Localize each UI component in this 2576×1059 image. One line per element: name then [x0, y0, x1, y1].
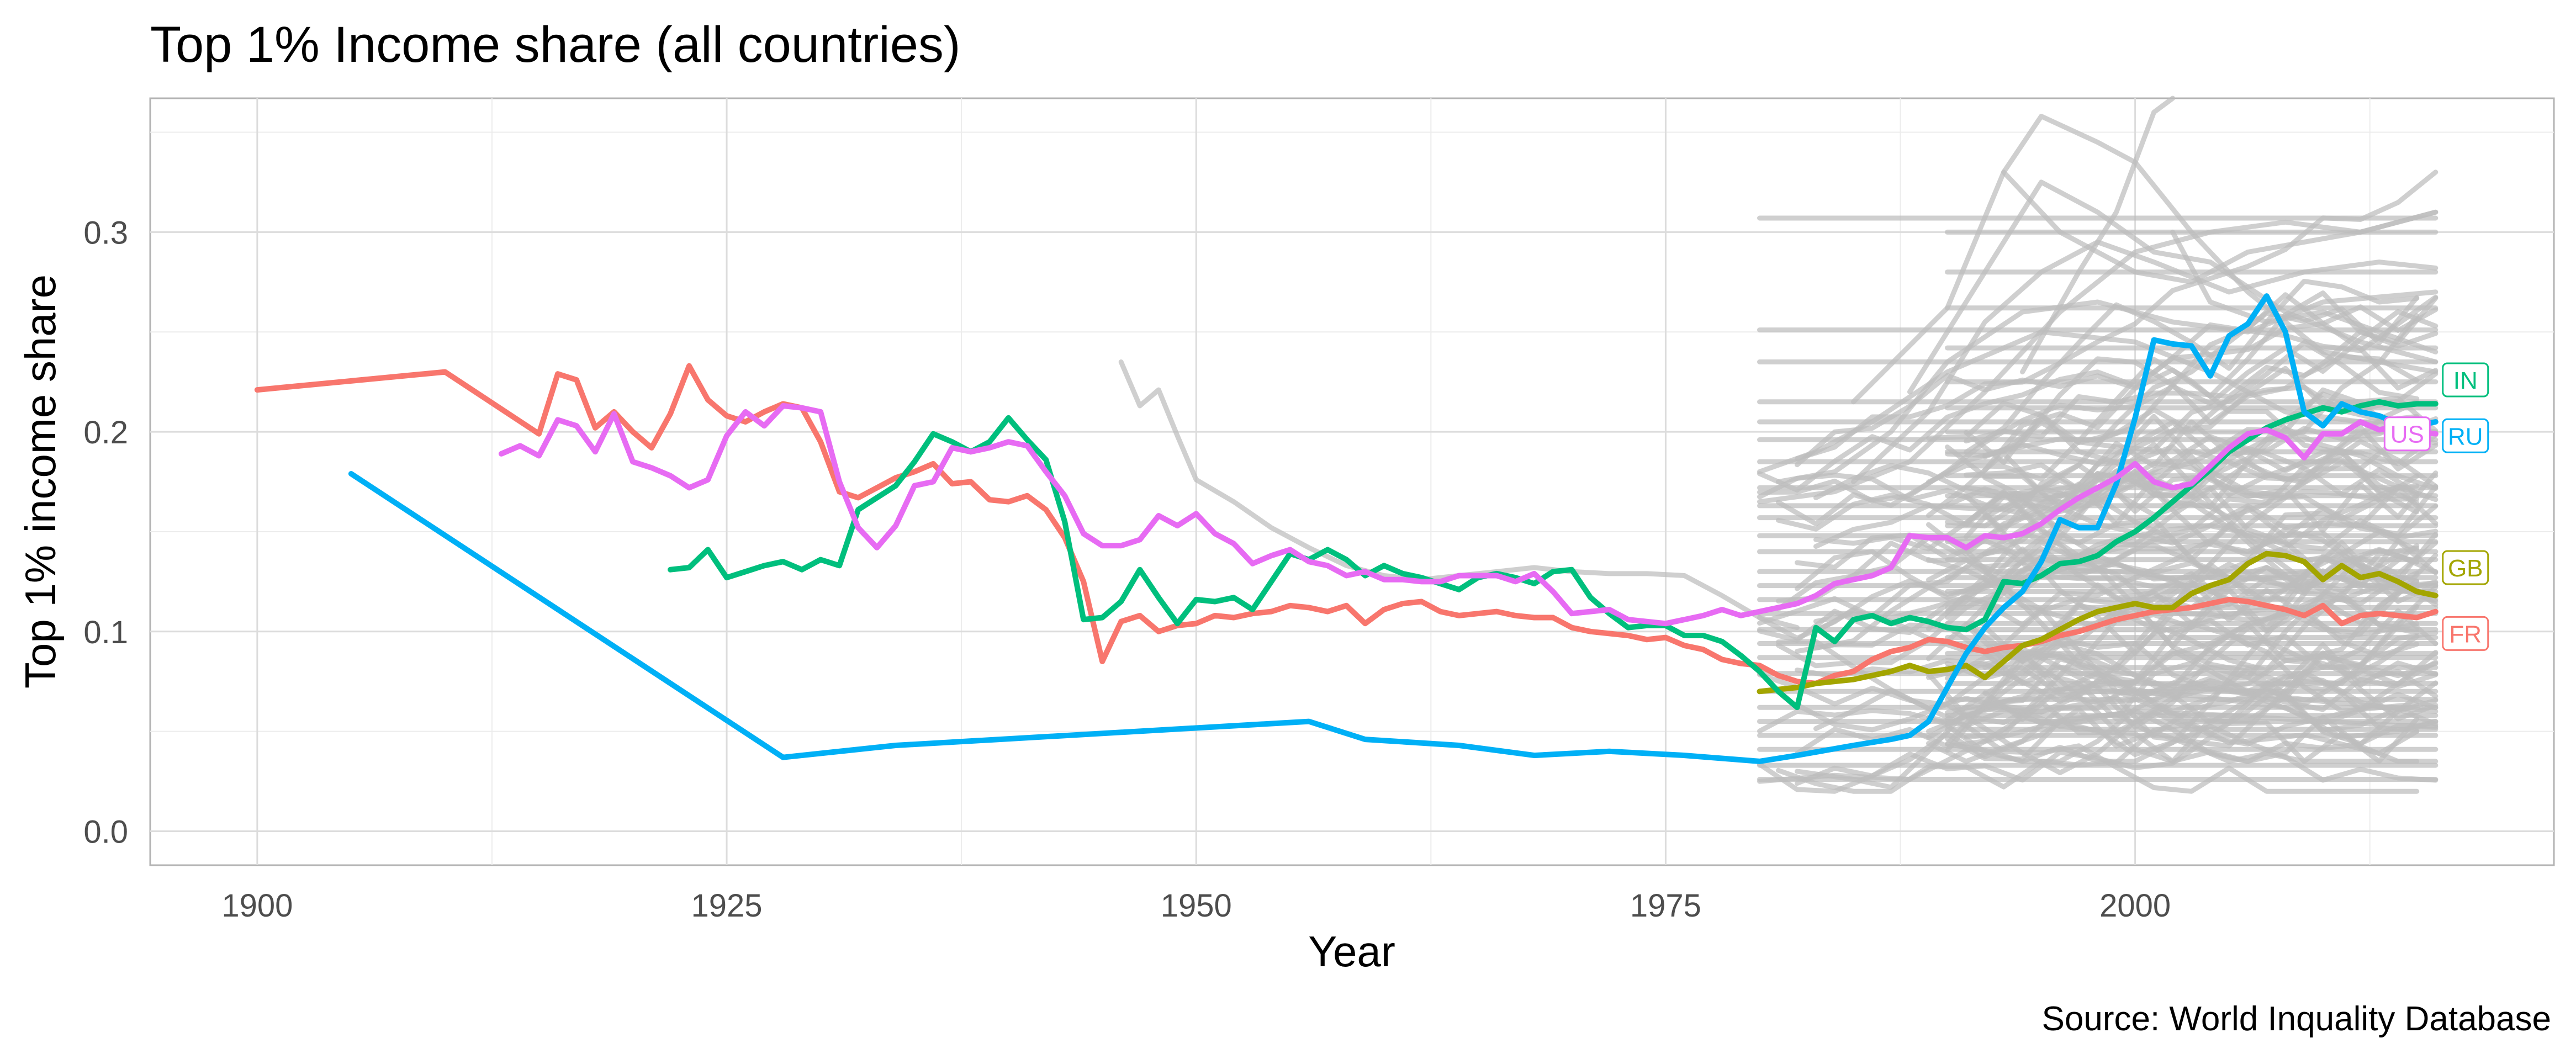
x-axis-ticks: 1900 1925 1950 1975 2000 — [221, 888, 2171, 924]
end-label-in: IN — [2453, 367, 2478, 394]
background-country-line — [1926, 415, 2420, 518]
x-tick-label: 1975 — [1630, 888, 1701, 924]
background-country-line — [2020, 96, 2176, 375]
background-country-line — [1945, 540, 2439, 764]
background-country-line — [1757, 309, 2439, 504]
background-country-line — [1964, 278, 2420, 455]
end-label-box-in — [2442, 362, 2489, 398]
y-tick-label: 0.2 — [83, 415, 128, 451]
background-country-line — [1907, 179, 2439, 395]
end-label-box-us — [2383, 416, 2431, 452]
y-tick-label: 0.3 — [83, 215, 128, 251]
y-axis-ticks: 0.0 0.1 0.2 0.3 — [83, 215, 128, 850]
chart-caption: Source: World Inquality Database — [2042, 1000, 2551, 1038]
background-country-line — [1964, 412, 2420, 520]
x-tick-label: 1925 — [691, 888, 763, 924]
background-country-line — [1945, 602, 2439, 746]
background-country-line — [1776, 639, 2420, 794]
background-country-line — [1851, 114, 2439, 405]
x-tick-label: 2000 — [2099, 888, 2171, 924]
background-country-line — [1945, 694, 2439, 764]
background-country-line — [1795, 294, 2439, 468]
y-axis-title: Top 1% income share — [16, 274, 65, 689]
background-country-line — [1757, 209, 2439, 505]
x-axis-title: Year — [1308, 927, 1395, 976]
series-line-fr — [254, 363, 2439, 686]
x-tick-label: 1900 — [221, 888, 293, 924]
background-country-line — [1964, 295, 2420, 533]
background-country-line — [1982, 292, 2439, 459]
series-line-ru — [348, 293, 2439, 764]
chart-title: Top 1% Income share (all countries) — [150, 17, 961, 73]
background-country-line — [2170, 229, 2439, 354]
end-label-gb: GB — [2448, 555, 2483, 582]
series-line-gb — [1757, 550, 2439, 695]
background-country-line — [1982, 478, 2439, 580]
end-label-ru: RU — [2448, 423, 2483, 450]
end-label-box-gb — [2442, 550, 2489, 585]
background-country-line — [1982, 425, 2439, 664]
background-country-line — [2001, 170, 2439, 285]
country-end-labels: IN US RU GB FR — [2383, 362, 2489, 651]
background-country-line — [1982, 329, 2439, 458]
background-country-line — [1964, 548, 2420, 724]
y-tick-label: 0.1 — [83, 615, 128, 650]
background-country-line — [1945, 618, 2439, 684]
end-label-fr: FR — [2449, 621, 2482, 648]
highlighted-country-lines — [254, 293, 2439, 764]
y-tick-label: 0.0 — [83, 814, 128, 850]
end-label-box-ru — [2442, 418, 2489, 453]
background-country-line — [1757, 329, 2439, 474]
series-line-us — [498, 403, 2439, 627]
end-label-us: US — [2390, 421, 2424, 448]
x-tick-label: 1950 — [1161, 888, 1232, 924]
background-country-line — [1757, 709, 2439, 784]
background-country-line — [1926, 689, 2439, 740]
end-label-box-fr — [2442, 616, 2489, 651]
